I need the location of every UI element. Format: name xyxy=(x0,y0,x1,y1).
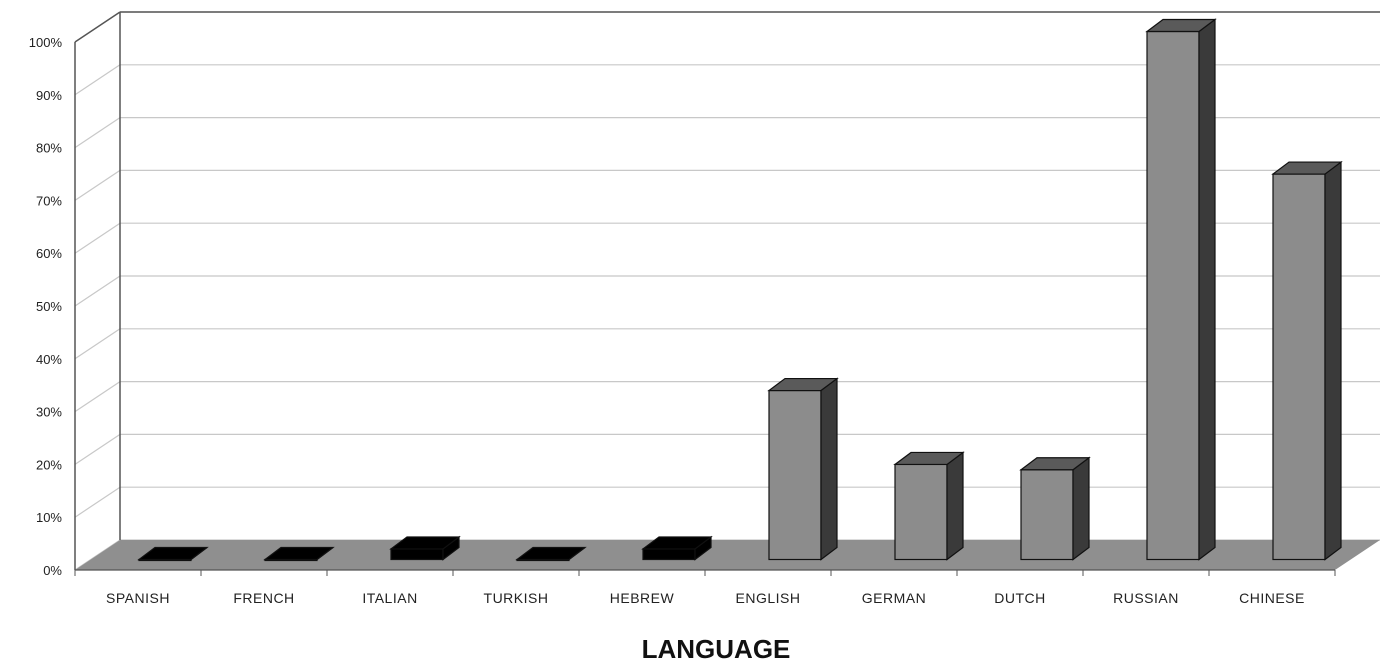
gridline-side xyxy=(74,169,121,201)
bar xyxy=(263,546,335,562)
bar-front xyxy=(390,548,444,561)
y-tick-label: 20% xyxy=(36,457,62,472)
y-tick-label: 60% xyxy=(36,246,62,261)
bar-side xyxy=(820,377,838,561)
bar xyxy=(1145,18,1217,561)
side-wall-top-edge xyxy=(74,11,121,43)
gridline-side xyxy=(74,433,121,465)
gridline-side xyxy=(74,275,121,307)
bar-front xyxy=(894,463,948,561)
bar xyxy=(767,377,839,561)
bar-front xyxy=(1146,30,1200,561)
y-axis-tick-labels: 0% 10% 20% 30% 40% 50% 60% 70% 80% 90% 100% xyxy=(29,35,63,578)
y-tick-label: 10% xyxy=(36,510,62,525)
gridline-side xyxy=(74,64,121,96)
y-tick-label: 30% xyxy=(36,405,62,420)
bar-front xyxy=(1020,469,1074,561)
bar-side xyxy=(1324,160,1342,561)
bar xyxy=(515,546,587,562)
bar-top xyxy=(389,536,461,550)
bar-top xyxy=(1145,18,1217,33)
bar-front xyxy=(1272,173,1326,561)
bar xyxy=(1271,160,1343,561)
y-tick-label: 0% xyxy=(43,563,62,578)
bar xyxy=(641,535,713,561)
x-category-label: SPANISH xyxy=(106,590,170,606)
gridline-side xyxy=(74,381,121,413)
bar xyxy=(137,546,209,562)
bar-front xyxy=(642,548,696,561)
chart-frame xyxy=(74,11,1380,570)
bar-side xyxy=(946,451,964,561)
gridline-side xyxy=(74,222,121,254)
bar xyxy=(1019,456,1091,561)
x-category-label: RUSSIAN xyxy=(1113,590,1179,606)
bars xyxy=(137,18,1343,562)
bar-top xyxy=(515,546,587,561)
x-category-label: ITALIAN xyxy=(362,590,417,606)
x-category-label: FRENCH xyxy=(233,590,294,606)
x-category-label: TURKISH xyxy=(484,590,549,606)
y-tick-label: 80% xyxy=(36,141,62,156)
bar-side xyxy=(1072,456,1090,561)
x-category-label: CHINESE xyxy=(1239,590,1305,606)
bar xyxy=(893,451,965,561)
bar-top xyxy=(137,546,209,561)
y-tick-label: 90% xyxy=(36,88,62,103)
bar-front xyxy=(768,389,822,561)
x-axis-title: LANGUAGE xyxy=(642,634,791,663)
x-category-label: DUTCH xyxy=(994,590,1046,606)
gridline-side xyxy=(74,486,121,518)
x-category-label: GERMAN xyxy=(862,590,926,606)
y-tick-label: 40% xyxy=(36,352,62,367)
bar-top xyxy=(1271,161,1343,175)
gridline-side xyxy=(74,117,121,149)
bar-top xyxy=(641,536,713,550)
y-tick-label: 70% xyxy=(36,193,62,208)
x-category-label: HEBREW xyxy=(610,590,675,606)
gridline-side xyxy=(74,328,121,360)
bar xyxy=(389,535,461,561)
y-tick-label: 50% xyxy=(36,299,62,314)
bar-top xyxy=(1019,457,1091,471)
bar-top xyxy=(263,546,335,561)
x-axis-category-labels: SPANISH FRENCH ITALIAN TURKISH HEBREW ENGLISH… xyxy=(106,590,1305,606)
bar-top xyxy=(893,451,965,466)
y-tick-label: 100% xyxy=(29,35,63,50)
x-category-label: ENGLISH xyxy=(736,590,801,606)
bar-side xyxy=(1198,18,1216,561)
bar-top xyxy=(767,377,839,392)
